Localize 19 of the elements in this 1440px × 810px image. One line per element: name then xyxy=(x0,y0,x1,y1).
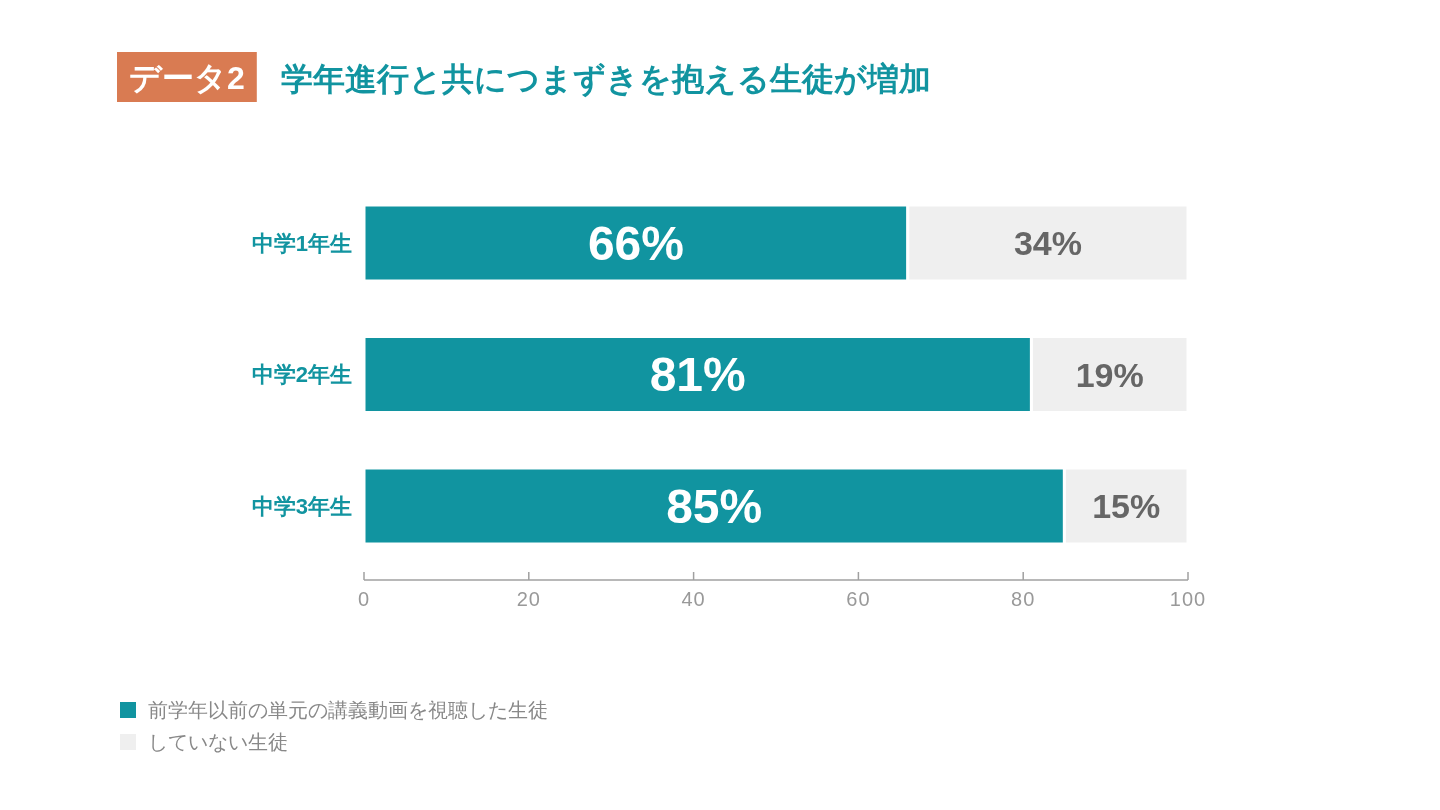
legend-label: していない生徒 xyxy=(148,731,288,753)
tick-label: 20 xyxy=(516,588,541,610)
data-label: 34% xyxy=(1013,224,1082,262)
data-label: 66% xyxy=(587,216,684,270)
title: 学年進行と共につまずきを抱える生徒が増加 xyxy=(280,61,931,97)
tick-label: 0 xyxy=(357,588,371,610)
tick-label: 40 xyxy=(681,588,706,610)
category-label: 中学3年生 xyxy=(251,493,352,519)
badge: データ2 xyxy=(117,52,257,102)
data-label: 19% xyxy=(1075,355,1144,394)
category-label: 中学1年生 xyxy=(251,230,352,256)
data-label: 15% xyxy=(1092,487,1161,525)
tick-label: 60 xyxy=(846,588,871,610)
tick-label: 100 xyxy=(1169,588,1207,610)
data-label: 85% xyxy=(666,479,763,533)
tick-label: 80 xyxy=(1011,588,1036,610)
category-label: 中学2年生 xyxy=(251,362,352,387)
data-label: 81% xyxy=(649,348,746,401)
legend-label: 前学年以前の単元の講義動画を視聴した生徒 xyxy=(148,699,548,721)
